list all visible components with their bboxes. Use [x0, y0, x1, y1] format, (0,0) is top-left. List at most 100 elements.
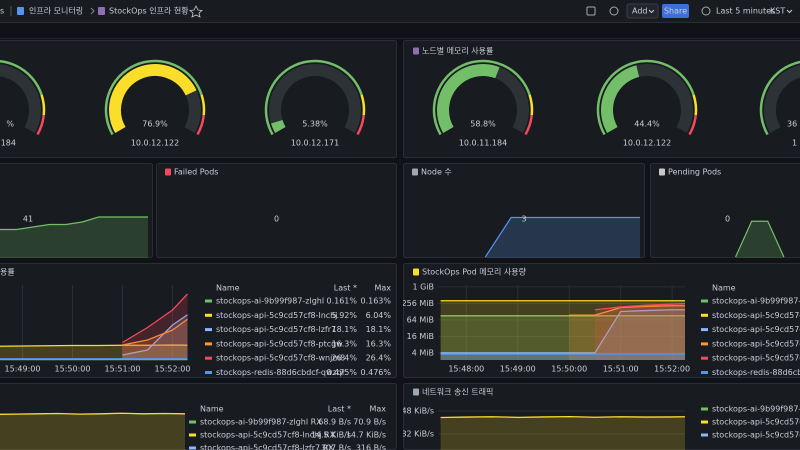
gauge-instance: 1: [792, 139, 797, 148]
x-tick-label: 15:49:00: [5, 365, 41, 374]
legend-max: 0.163%: [360, 297, 391, 306]
y-tick-label: 1 GiB: [412, 282, 434, 291]
gauge-threshold: [360, 94, 366, 116]
stat-value: 3: [521, 215, 526, 224]
share-button[interactable]: [662, 4, 689, 18]
legend-name[interactable]: stockops-api-5c9cd57cf8-lnchj: [216, 311, 337, 320]
legend-max: 18.1%: [366, 325, 392, 334]
gauge-instance: 10.0.12.122: [131, 139, 179, 148]
series-line: [122, 318, 188, 346]
add-label[interactable]: Add: [632, 7, 648, 16]
breadcrumb[interactable]: StockOps 인프라 현황: [109, 6, 189, 16]
add-button[interactable]: [626, 3, 659, 19]
series-area: [122, 319, 188, 360]
panel-bg: [156, 163, 397, 258]
gauge-value: 58.8%: [470, 120, 496, 129]
gauge-threshold: [688, 114, 697, 136]
dash-icon: [98, 7, 105, 15]
x-tick-label: 15:51:00: [105, 365, 141, 374]
legend-header: Name: [216, 284, 240, 293]
series-line: [594, 303, 686, 311]
legend-name[interactable]: stockops-api-5c9cd57cf8-lnchj TX: [712, 418, 800, 427]
gauge-value: 76.9%: [142, 120, 168, 129]
y-tick-label: 32 KiB/s: [401, 430, 434, 439]
share-label[interactable]: Share: [664, 7, 687, 16]
legend-name[interactable]: stockops-api-5c9cd57cf8-lzfr7: [712, 325, 800, 334]
series-area: [122, 294, 188, 360]
legend-name[interactable]: stockops-api-5c9cd57cf8-ptcgw: [712, 339, 800, 348]
panel-title: 노드별 메모리 사용률: [422, 46, 493, 56]
panel: 41: [0, 163, 153, 258]
legend-name[interactable]: stockops-redis-88d6cbdcf-qwzqr: [216, 368, 346, 377]
star-icon[interactable]: [189, 5, 203, 18]
timezone[interactable]: KST: [770, 7, 785, 16]
legend-name[interactable]: stockops-api-5c9cd57cf8-wnjm8: [712, 354, 800, 363]
gauge-track: [269, 64, 361, 133]
legend-name[interactable]: stockops-ai-9b99f987-zlghl RX: [200, 418, 322, 427]
panel: Pending Pods 0: [650, 163, 800, 258]
series-line: [0, 412, 186, 415]
legend-name[interactable]: stockops-api-5c9cd57cf8-lzfr7 TX: [712, 431, 800, 440]
title-icon: [413, 388, 419, 396]
x-tick-label: 15:51:00: [603, 365, 639, 374]
gauge-value: 5.38%: [302, 120, 328, 129]
panel-bg: [403, 263, 800, 378]
legend-name[interactable]: stockops-api-5c9cd57cf8-wnjm8: [216, 354, 345, 363]
gauge-track: [764, 65, 800, 133]
x-tick-label: 15:48:00: [448, 365, 484, 374]
legend-name[interactable]: stockops-api-5c9cd57cf8-lnchj RX: [200, 431, 336, 440]
legend-name[interactable]: stockops-api-5c9cd57cf8-lzfr7 RX: [200, 444, 334, 450]
settings-icon[interactable]: [609, 6, 619, 16]
legend-name[interactable]: stockops-ai-9b99f987-zlghl TX: [712, 405, 800, 414]
panel-title: Pending Pods: [668, 168, 721, 177]
title-icon: [413, 268, 419, 276]
legend-name[interactable]: stockops-api-5c9cd57cf8-lnchj: [712, 311, 800, 320]
panel: % 184 76.9% 10.0.12.122 5.38% 10.0.12.171: [0, 40, 397, 158]
legend-max: 0.476%: [360, 368, 391, 377]
panel-title: 네트워크 송신 트래픽: [422, 387, 493, 397]
legend-max: 26.4%: [366, 354, 392, 363]
panel-title: Node 수: [421, 168, 452, 177]
breadcrumb[interactable]: 인프라 모니터링: [29, 6, 83, 16]
legend-name[interactable]: stockops-api-5c9cd57cf8-ptcgw: [216, 339, 343, 348]
gauge-threshold: [356, 114, 365, 136]
x-tick-label: 15:50:00: [55, 365, 91, 374]
panel: Node 수 3: [403, 163, 645, 258]
legend-last: 5.92%: [332, 311, 358, 320]
legend-header: Name: [200, 405, 224, 414]
legend-name[interactable]: stockops-redis-88d6cbdcf-qwzqr: [712, 368, 800, 377]
gauge-threshold: [196, 114, 205, 136]
legend-last: 14.5 KiB/s: [311, 431, 351, 440]
panel: 네트워크 송신 트래픽 48 KiB/s 32 KiB/s stockops-ai-9…: [401, 383, 800, 450]
series-line: [440, 415, 686, 419]
title-icon: [413, 47, 419, 55]
sparkline: [735, 220, 785, 258]
gauge-value-arc: [437, 64, 500, 133]
series-line: [440, 309, 685, 354]
breadcrumb[interactable]: s: [0, 7, 4, 16]
legend-name[interactable]: stockops-ai-9b99f987-zlghl: [712, 297, 800, 306]
legend-header: Max: [374, 284, 391, 293]
x-tick-label: 15:52:00: [654, 365, 690, 374]
gauge-threshold: [36, 114, 45, 136]
gauge-value-arc: [601, 65, 640, 133]
gauge-value-arc: [271, 119, 286, 133]
sparkline: [484, 216, 640, 258]
time-range[interactable]: Last 5 minutes: [716, 7, 775, 16]
legend-name[interactable]: stockops-api-5c9cd57cf8-lzfr7: [216, 325, 336, 334]
y-tick-label: 4 MiB: [412, 348, 434, 357]
clock-icon: [701, 6, 711, 16]
gauge-value: 44.4%: [634, 120, 660, 129]
save-icon[interactable]: [586, 6, 596, 16]
series-area: [122, 314, 188, 360]
legend-max: 6.04%: [366, 311, 392, 320]
legend-name[interactable]: stockops-ai-9b99f987-zlghl: [216, 297, 324, 306]
legend-header: Last *: [328, 405, 351, 414]
series-area: [0, 413, 185, 450]
gauge-threshold: [200, 94, 206, 116]
y-tick-label: 256 MiB: [402, 299, 434, 308]
panel-bg: [0, 263, 397, 378]
panel-title: Failed Pods: [174, 168, 218, 177]
series-area: [569, 305, 685, 360]
